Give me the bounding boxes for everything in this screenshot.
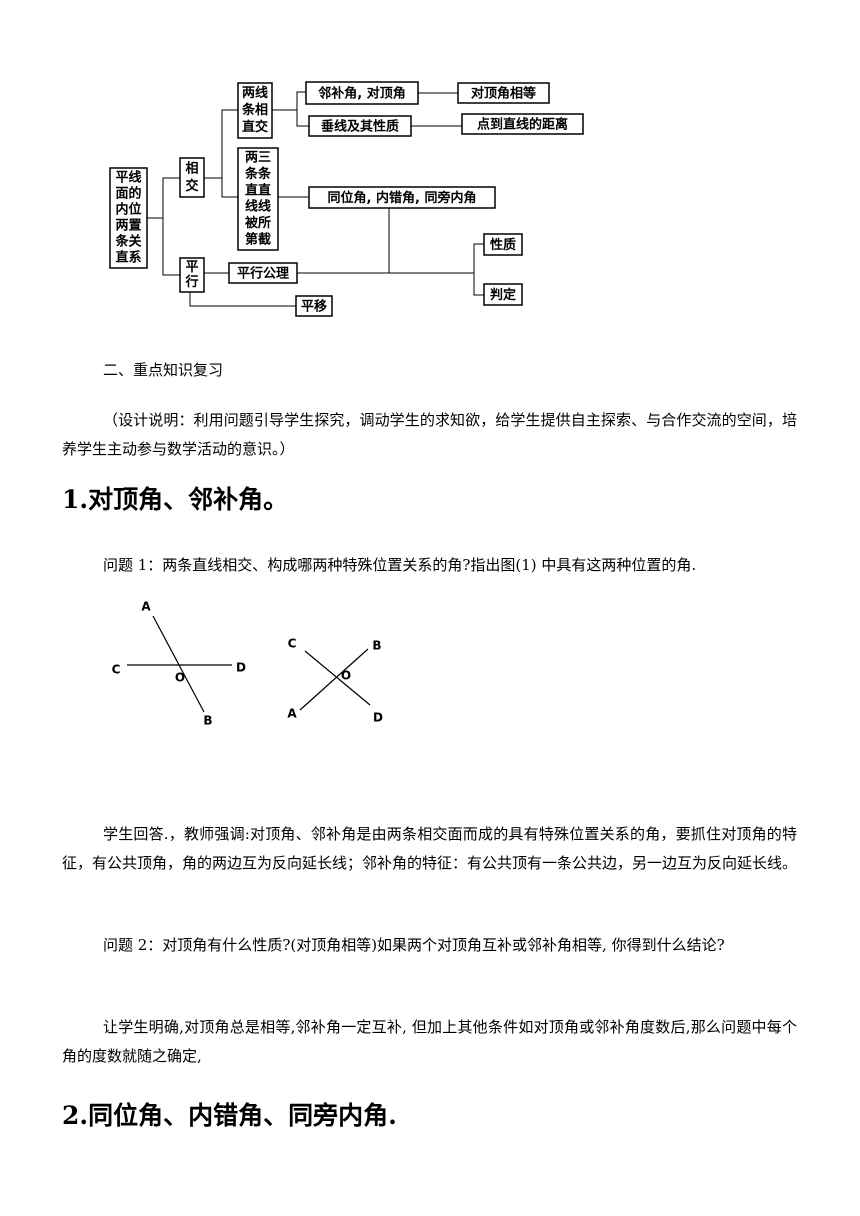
node-label: 两置 xyxy=(115,219,141,234)
paragraph: 问题 2：对顶角有什么性质?(对顶角相等)如果两个对顶角互补或邻补角相等, 你得… xyxy=(103,936,725,954)
node-label: 点到直线的距离 xyxy=(477,117,568,133)
node-box xyxy=(228,262,298,284)
node-box xyxy=(308,115,412,137)
point-label: O xyxy=(341,669,351,683)
paragraph: 学生回答.，教师强调:对顶角、邻补角是由两条相交面而成的具有特殊位置关系的角，要… xyxy=(62,825,798,872)
node-label: 行 xyxy=(184,274,198,290)
node-label: 面的 xyxy=(115,186,141,202)
figure-lines xyxy=(127,615,371,713)
paragraph: 问题 1：两条直线相交、构成哪两种特殊位置关系的角?指出图(1) 中具有这两种位… xyxy=(103,556,697,574)
node-label: 同位角, 内错角, 同旁内角 xyxy=(328,190,477,206)
node-box xyxy=(308,186,496,209)
point-label: D xyxy=(236,661,246,675)
node-label: 被所 xyxy=(244,215,271,231)
connectors xyxy=(147,91,484,307)
node-box xyxy=(179,257,205,293)
paragraph: 让学生明确,对顶角总是相等,邻补角一定互补, 但加上其他条件如对顶角或邻补角度数… xyxy=(62,1018,797,1065)
node-box xyxy=(305,81,419,105)
node-label: 平行公理 xyxy=(237,266,289,282)
node-label: 两线 xyxy=(242,85,268,101)
node-label: 两三 xyxy=(245,151,271,166)
node-label: 垂线及其性质 xyxy=(321,119,399,135)
node-label: 直交 xyxy=(242,119,268,135)
node-label: 条条 xyxy=(245,166,272,182)
node-label: 判定 xyxy=(490,287,516,303)
point-label: C xyxy=(112,663,121,677)
node-box xyxy=(461,113,584,135)
node-label: 直系 xyxy=(115,250,141,266)
node-label: 交 xyxy=(185,178,198,194)
point-label: A xyxy=(287,707,297,721)
heading: 2.同位角、内错角、同旁内角. xyxy=(62,1101,397,1130)
node-box xyxy=(483,283,523,306)
heading: 1.对顶角、邻补角。 xyxy=(62,485,289,514)
node-label: 条关 xyxy=(115,234,141,250)
node-box xyxy=(295,295,333,317)
node-label: 内位 xyxy=(115,202,141,218)
point-label: B xyxy=(372,639,381,653)
node-box xyxy=(237,147,279,251)
design-note: （设计说明：利用问题引导学生探究，调动学生的求知欲，给学生提供自主探索、与合作交… xyxy=(62,411,797,458)
node-box xyxy=(109,167,148,269)
node-label: 平 xyxy=(185,260,198,275)
point-label: O xyxy=(175,671,185,685)
section-title: 二、重点知识复习 xyxy=(103,361,224,379)
node-label: 线线 xyxy=(245,199,271,215)
node-label: 性质 xyxy=(490,237,516,253)
point-label: C xyxy=(288,637,297,651)
point-label: D xyxy=(373,711,383,725)
node-box xyxy=(179,157,205,198)
node-box xyxy=(237,82,273,139)
node-label: 相 xyxy=(185,160,198,176)
node-label: 条相 xyxy=(242,102,268,118)
point-label: A xyxy=(141,600,151,614)
node-label: 直直 xyxy=(245,182,271,198)
node-label: 邻补角, 对顶角 xyxy=(317,86,405,102)
point-label: B xyxy=(203,714,212,728)
node-label: 平线 xyxy=(115,170,141,186)
node-box xyxy=(457,82,550,104)
node-label: 对顶角相等 xyxy=(471,86,536,102)
node-box xyxy=(483,233,523,256)
node-label: 平移 xyxy=(301,299,327,315)
node-label: 第截 xyxy=(245,231,271,247)
